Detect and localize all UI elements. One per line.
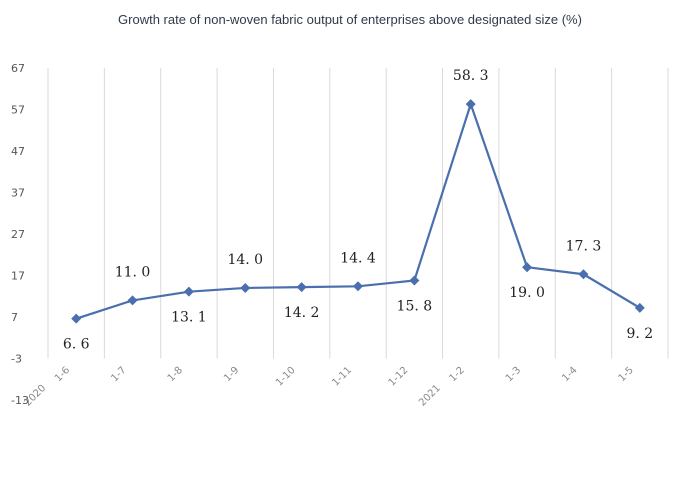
- y-tick-label: 17: [11, 270, 25, 283]
- data-point-marker: [240, 282, 251, 293]
- x-tick-label: 1-12: [387, 365, 411, 389]
- data-label: 14. 0: [227, 252, 263, 268]
- data-point-marker: [634, 302, 645, 313]
- x-tick-label: 1-10: [274, 365, 298, 389]
- x-tick-label: 1-2: [448, 365, 467, 384]
- x-tick-label: 1-8: [166, 365, 185, 384]
- y-tick-label: 27: [11, 228, 25, 241]
- data-point-marker: [578, 269, 589, 280]
- x-tick-label: 1-3: [504, 365, 523, 384]
- data-label: 14. 2: [284, 305, 320, 321]
- y-tick-label: 67: [11, 62, 25, 75]
- x-tick-label: 1-9: [222, 365, 241, 384]
- data-label: 19. 0: [509, 285, 545, 301]
- x-tick-label: 1-6: [53, 365, 72, 384]
- y-tick-label: 47: [11, 145, 25, 158]
- data-point-marker: [127, 295, 138, 306]
- data-label: 15. 8: [397, 298, 433, 314]
- x-year-label: 2020: [23, 383, 49, 409]
- x-tick-label: 1-5: [617, 365, 636, 384]
- data-point-marker: [353, 281, 363, 292]
- x-year-label: 2021: [417, 383, 443, 409]
- data-point-marker: [522, 262, 533, 273]
- data-point-marker: [296, 282, 307, 293]
- y-tick-label: 57: [11, 104, 25, 117]
- chart-title: Growth rate of non-woven fabric output o…: [118, 12, 582, 27]
- data-label: 17. 3: [566, 238, 602, 254]
- y-tick-label: -13: [11, 394, 29, 407]
- y-tick-label: -3: [11, 353, 22, 366]
- data-label: 11. 0: [115, 264, 151, 280]
- data-label: 6. 6: [63, 337, 90, 353]
- y-tick-label: 37: [11, 187, 25, 200]
- data-label: 13. 1: [171, 310, 207, 326]
- data-label: 9. 2: [626, 326, 653, 342]
- x-tick-label: 1-7: [109, 365, 128, 384]
- data-point-marker: [71, 313, 82, 324]
- x-tick-label: 1-4: [560, 365, 579, 384]
- data-label: 14. 4: [340, 250, 376, 266]
- x-tick-label: 1-11: [330, 365, 354, 389]
- y-tick-label: 7: [11, 311, 18, 324]
- data-point-marker: [409, 275, 420, 286]
- data-label: 58. 3: [453, 68, 489, 84]
- data-point-marker: [183, 286, 194, 297]
- data-point-marker: [465, 99, 476, 110]
